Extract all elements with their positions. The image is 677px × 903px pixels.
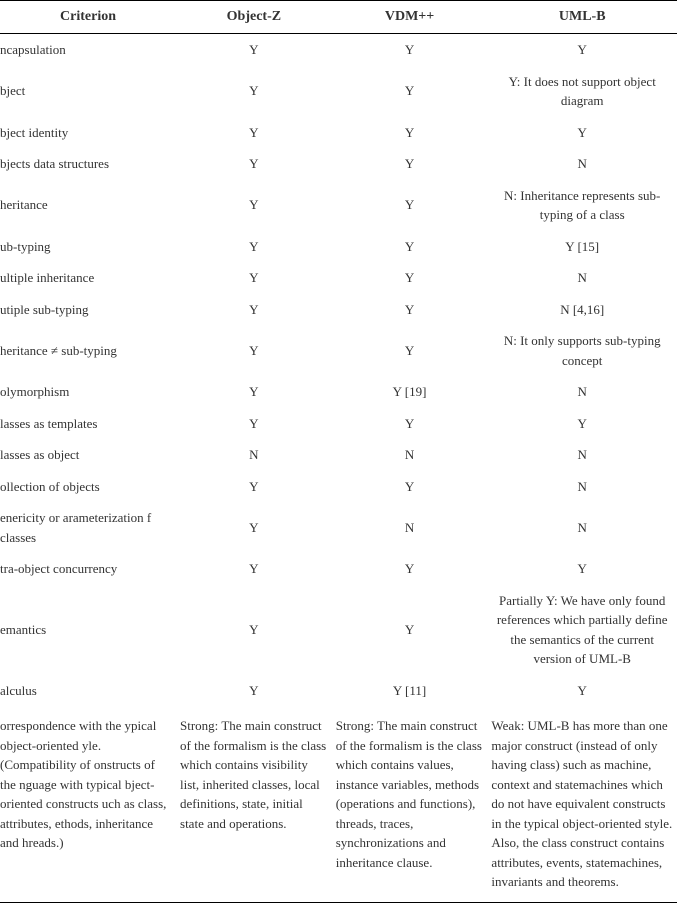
- cell-objectz: Y: [176, 148, 332, 180]
- cell-objectz: Strong: The main construct of the formal…: [176, 706, 332, 902]
- table-row: utiple sub-typingYYN [4,16]: [0, 294, 677, 326]
- cell-objectz: Y: [176, 553, 332, 585]
- cell-vdm: Y [11]: [332, 675, 488, 707]
- cell-objectz: Y: [176, 117, 332, 149]
- cell-criterion: lasses as object: [0, 439, 176, 471]
- cell-criterion: bjects data structures: [0, 148, 176, 180]
- cell-umlb: Y: [487, 34, 677, 66]
- cell-vdm: Y [19]: [332, 376, 488, 408]
- table-row: enericity or arameterization f classesYN…: [0, 502, 677, 553]
- cell-umlb: N: [487, 376, 677, 408]
- cell-vdm: Y: [332, 471, 488, 503]
- cell-vdm: Y: [332, 117, 488, 149]
- cell-objectz: Y: [176, 376, 332, 408]
- cell-vdm: N: [332, 502, 488, 553]
- cell-vdm: Y: [332, 325, 488, 376]
- table-row: ub-typingYYY [15]: [0, 231, 677, 263]
- cell-criterion: ollection of objects: [0, 471, 176, 503]
- cell-criterion: bject identity: [0, 117, 176, 149]
- cell-vdm: Y: [332, 66, 488, 117]
- cell-criterion: orrespondence with the ypical object-ori…: [0, 706, 176, 902]
- cell-vdm: N: [332, 439, 488, 471]
- table-row: alculusYY [11]Y: [0, 675, 677, 707]
- cell-umlb: N: [487, 148, 677, 180]
- cell-umlb: Y: It does not support object diagram: [487, 66, 677, 117]
- cell-criterion: heritance ≠ sub-typing: [0, 325, 176, 376]
- table-row: bjectYYY: It does not support object dia…: [0, 66, 677, 117]
- cell-objectz: Y: [176, 502, 332, 553]
- cell-umlb: Y: [487, 117, 677, 149]
- cell-criterion: alculus: [0, 675, 176, 707]
- cell-objectz: Y: [176, 471, 332, 503]
- cell-criterion: enericity or arameterization f classes: [0, 502, 176, 553]
- table-row: lasses as objectNNN: [0, 439, 677, 471]
- cell-objectz: Y: [176, 180, 332, 231]
- cell-objectz: N: [176, 439, 332, 471]
- table-row: olymorphismYY [19]N: [0, 376, 677, 408]
- cell-objectz: Y: [176, 325, 332, 376]
- cell-vdm: Strong: The main construct of the formal…: [332, 706, 488, 902]
- cell-criterion: tra-object concurrency: [0, 553, 176, 585]
- table-row: orrespondence with the ypical object-ori…: [0, 706, 677, 902]
- table-row: ncapsulationYYY: [0, 34, 677, 66]
- cell-criterion: ultiple inheritance: [0, 262, 176, 294]
- cell-umlb: N: [487, 502, 677, 553]
- cell-criterion: emantics: [0, 585, 176, 675]
- cell-criterion: ub-typing: [0, 231, 176, 263]
- header-objectz: Object-Z: [176, 1, 332, 34]
- cell-umlb: Y: [487, 408, 677, 440]
- header-criterion: Criterion: [0, 1, 176, 34]
- cell-vdm: Y: [332, 34, 488, 66]
- header-vdm: VDM++: [332, 1, 488, 34]
- comparison-table: Criterion Object-Z VDM++ UML-B ncapsulat…: [0, 0, 677, 903]
- cell-umlb: Y: [487, 675, 677, 707]
- header-umlb: UML-B: [487, 1, 677, 34]
- cell-vdm: Y: [332, 180, 488, 231]
- cell-umlb: Y: [487, 553, 677, 585]
- cell-objectz: Y: [176, 231, 332, 263]
- cell-criterion: lasses as templates: [0, 408, 176, 440]
- cell-criterion: heritance: [0, 180, 176, 231]
- table-row: emanticsYYPartially Y: We have only foun…: [0, 585, 677, 675]
- cell-umlb: Y [15]: [487, 231, 677, 263]
- cell-objectz: Y: [176, 408, 332, 440]
- table-header-row: Criterion Object-Z VDM++ UML-B: [0, 1, 677, 34]
- cell-vdm: Y: [332, 553, 488, 585]
- cell-objectz: Y: [176, 262, 332, 294]
- cell-criterion: ncapsulation: [0, 34, 176, 66]
- cell-objectz: Y: [176, 675, 332, 707]
- cell-objectz: Y: [176, 294, 332, 326]
- table-row: ollection of objectsYYN: [0, 471, 677, 503]
- table-row: bject identityYYY: [0, 117, 677, 149]
- cell-umlb: N: [487, 471, 677, 503]
- table-row: ultiple inheritanceYYN: [0, 262, 677, 294]
- cell-vdm: Y: [332, 148, 488, 180]
- cell-criterion: utiple sub-typing: [0, 294, 176, 326]
- cell-umlb: N: Inheritance represents sub-typing of …: [487, 180, 677, 231]
- cell-objectz: Y: [176, 34, 332, 66]
- cell-vdm: Y: [332, 262, 488, 294]
- cell-vdm: Y: [332, 294, 488, 326]
- cell-vdm: Y: [332, 231, 488, 263]
- cell-umlb: N: [487, 262, 677, 294]
- cell-umlb: N [4,16]: [487, 294, 677, 326]
- table-row: bjects data structuresYYN: [0, 148, 677, 180]
- cell-umlb: N: [487, 439, 677, 471]
- cell-umlb: Partially Y: We have only found referenc…: [487, 585, 677, 675]
- table-row: heritance ≠ sub-typingYYN: It only suppo…: [0, 325, 677, 376]
- table-row: lasses as templatesYYY: [0, 408, 677, 440]
- cell-vdm: Y: [332, 585, 488, 675]
- cell-objectz: Y: [176, 66, 332, 117]
- table-row: heritanceYYN: Inheritance represents sub…: [0, 180, 677, 231]
- table-body: ncapsulationYYYbjectYYY: It does not sup…: [0, 34, 677, 903]
- cell-vdm: Y: [332, 408, 488, 440]
- cell-objectz: Y: [176, 585, 332, 675]
- cell-criterion: olymorphism: [0, 376, 176, 408]
- table-row: tra-object concurrencyYYY: [0, 553, 677, 585]
- cell-umlb: N: It only supports sub-typing concept: [487, 325, 677, 376]
- cell-criterion: bject: [0, 66, 176, 117]
- cell-umlb: Weak: UML-B has more than one major cons…: [487, 706, 677, 902]
